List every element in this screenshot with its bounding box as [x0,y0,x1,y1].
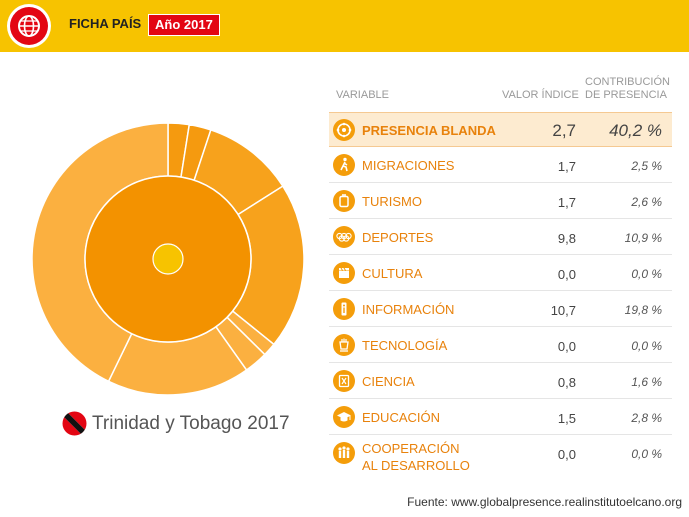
outer-ring [31,122,305,396]
technology-icon [333,334,355,356]
row-value: 10,7 [550,303,576,318]
country-name: Trinidad y Tobago 2017 [92,412,290,434]
trinidad-tobago-flag-icon [62,411,87,436]
row-contribution: 0,0 % [631,339,662,353]
migration-icon [333,154,355,176]
row-label: EDUCACIÓN [362,410,441,425]
row-label: PRESENCIA BLANDA [362,123,496,138]
table-row-educacion[interactable]: EDUCACIÓN 1,5 2,8 % [329,400,672,435]
column-header-contribucion-line2: DE PRESENCIA [585,89,667,101]
row-value: 0,0 [557,267,576,282]
row-label: TECNOLOGÍA [362,338,448,353]
row-label-line1: COOPERACIÓN [362,441,460,456]
row-label: TURISMO [362,194,422,209]
table-row-tecnologia[interactable]: TECNOLOGÍA 0,0 0,0 % [329,328,672,363]
clapperboard-icon [333,262,355,284]
row-label: DEPORTES [362,230,434,245]
row-value: 0,0 [557,447,576,462]
top-bar: FICHA PAÍS Año 2017 [0,0,689,52]
year-badge[interactable]: Año 2017 [148,14,220,36]
science-icon [333,370,355,392]
row-value: 2,7 [552,121,576,140]
row-contribution: 2,5 % [631,159,662,173]
olympic-rings-icon [333,226,355,248]
row-contribution: 2,8 % [631,411,662,425]
row-label: CIENCIA [362,374,415,389]
table-row-turismo[interactable]: TURISMO 1,7 2,6 % [329,184,672,219]
row-contribution: 0,0 % [631,447,662,461]
row-value: 1,7 [557,159,576,174]
row-value: 1,5 [557,411,576,426]
row-contribution: 0,0 % [631,267,662,281]
row-label-line2: AL DESARROLLO [362,458,470,473]
table-row-presencia-blanda[interactable]: PRESENCIA BLANDA 2,7 40,2 % [329,112,672,147]
column-header-contribucion: CONTRIBUCIÓN DE PRESENCIA [585,76,670,102]
row-label: MIGRACIONES [362,158,455,173]
graduation-cap-icon [333,406,355,428]
center-dot [152,243,184,275]
column-header-variable: VARIABLE [336,89,389,101]
table-row-cooperacion[interactable]: COOPERACIÓN AL DESARROLLO 0,0 0,0 % [329,436,672,480]
table-row-cultura[interactable]: CULTURA 0,0 0,0 % [329,256,672,291]
row-value: 9,8 [557,231,576,246]
donut-chart [31,122,305,396]
tourism-icon [333,190,355,212]
table-row-deportes[interactable]: DEPORTES 9,8 10,9 % [329,220,672,255]
column-header-valor: VALOR ÍNDICE [502,89,579,101]
row-contribution: 10,9 % [624,231,662,245]
row-value: 0,8 [557,375,576,390]
row-label: CULTURA [362,266,423,281]
row-label: INFORMACIÓN [362,302,455,317]
row-contribution: 40,2 % [609,121,662,140]
row-contribution: 2,6 % [631,195,662,209]
row-contribution: 19,8 % [624,303,662,317]
row-value: 0,0 [557,339,576,354]
cooperation-icon [333,442,355,464]
info-icon [333,298,355,320]
row-value: 1,7 [557,195,576,210]
soft-presence-icon [333,119,355,141]
source-footnote: Fuente: www.globalpresence.realinstituto… [407,495,682,509]
page-title: FICHA PAÍS [69,16,142,31]
column-header-contribucion-line1: CONTRIBUCIÓN [585,76,670,88]
country-label: Trinidad y Tobago 2017 [62,411,290,436]
row-label: COOPERACIÓN AL DESARROLLO [362,442,470,473]
row-contribution: 1,6 % [631,375,662,389]
table-row-ciencia[interactable]: CIENCIA 0,8 1,6 % [329,364,672,399]
globe-logo-icon [7,4,51,48]
table-row-migraciones[interactable]: MIGRACIONES 1,7 2,5 % [329,148,672,183]
table-row-informacion[interactable]: INFORMACIÓN 10,7 19,8 % [329,292,672,327]
